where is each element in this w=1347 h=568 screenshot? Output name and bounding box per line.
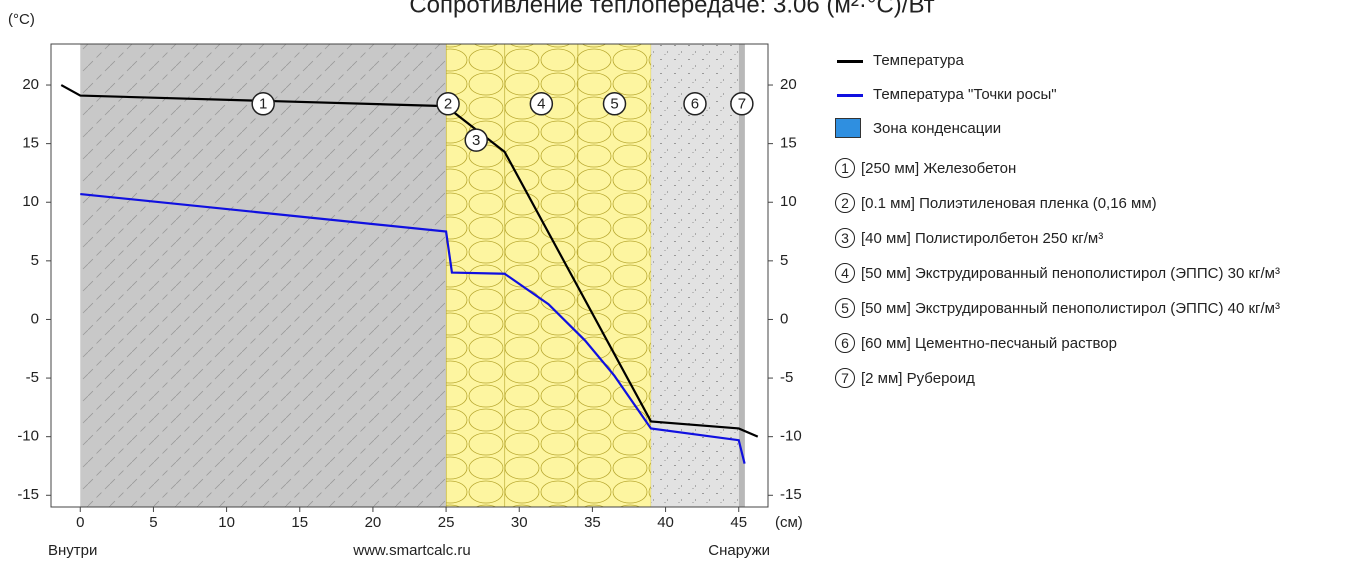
- inside-label: Внутри: [48, 542, 97, 559]
- legend-label: [50 мм] Экструдированный пенополистирол …: [861, 265, 1280, 282]
- legend-item: 4 [50 мм] Экструдированный пенополистирол…: [835, 263, 1335, 285]
- chart-title: Сопротивление теплопередаче: 3.06 (м²·°С…: [409, 0, 934, 18]
- legend-item: 1 [250 мм] Железобетон: [835, 158, 1335, 180]
- x-tick-label: 15: [291, 514, 308, 531]
- y-tick-label: 5: [31, 252, 39, 269]
- legend-label: [2 мм] Рубероид: [861, 370, 975, 387]
- legend-swatch: [835, 50, 865, 72]
- legend-label: [250 мм] Железобетон: [861, 160, 1017, 177]
- legend-number: 2: [835, 193, 855, 213]
- y2-tick-label: 5: [780, 252, 788, 269]
- legend-number: 1: [835, 158, 855, 178]
- layer-marker: [251, 92, 275, 116]
- layer-marker-label: 1: [259, 96, 267, 113]
- legend-number: 4: [835, 263, 855, 283]
- legend-swatch: [835, 84, 865, 106]
- legend: Температура Температура "Точки росы" Зона …: [835, 50, 1335, 403]
- layer-marker: [730, 92, 754, 116]
- y2-tick-label: 20: [780, 76, 797, 93]
- y-tick-label: -10: [17, 428, 39, 445]
- y2-tick-label: 10: [780, 193, 797, 210]
- y2-tick-label: 0: [780, 310, 788, 327]
- legend-label: [40 мм] Полистиролбетон 250 кг/м³: [861, 230, 1104, 247]
- legend-number: 7: [835, 368, 855, 388]
- legend-label: Температура: [873, 52, 964, 69]
- layer-marker-label: 6: [691, 96, 699, 113]
- legend-label: Температура "Точки росы": [873, 86, 1057, 103]
- legend-item: 6 [60 мм] Цементно-песчаный раствор: [835, 333, 1335, 355]
- x-tick-label: 25: [438, 514, 455, 531]
- layer-texture: [80, 44, 447, 507]
- layer-marker-label: 4: [537, 96, 545, 113]
- legend-item: 3 [40 мм] Полистиролбетон 250 кг/м³: [835, 228, 1335, 250]
- layer-marker: [683, 92, 707, 116]
- layer-texture: [577, 44, 652, 507]
- legend-item: Температура "Точки росы": [835, 84, 1335, 106]
- layer-marker-label: 3: [472, 132, 480, 149]
- legend-number: 3: [835, 228, 855, 248]
- y2-tick-label: -15: [780, 486, 802, 503]
- layer-marker-label: 2: [444, 96, 452, 113]
- legend-swatch: [835, 118, 861, 138]
- y-axis-label: (°C): [8, 11, 35, 28]
- layer-marker: [602, 92, 627, 116]
- layer-marker: [436, 92, 460, 116]
- legend-item: 2 [0.1 мм] Полиэтиленовая пленка (0,16 мм…: [835, 193, 1335, 215]
- site-label: www.smartcalc.ru: [352, 542, 471, 559]
- series-line: [80, 192, 746, 464]
- y-tick-label: 10: [22, 193, 39, 210]
- y-tick-label: 20: [22, 76, 39, 93]
- x-tick-label: 5: [149, 514, 157, 531]
- x-tick-label: 45: [730, 514, 747, 531]
- plot-frame: [50, 43, 769, 508]
- legend-number: 6: [835, 333, 855, 353]
- layer-texture: [446, 44, 505, 507]
- x-tick-label: 30: [511, 514, 528, 531]
- legend-label: [0.1 мм] Полиэтиленовая пленка (0,16 мм): [861, 195, 1157, 212]
- layer-marker-label: 5: [610, 96, 618, 113]
- layer-marker-label: 7: [738, 96, 746, 113]
- layer: [738, 44, 745, 507]
- y-tick-label: -5: [26, 369, 39, 386]
- y2-tick-label: -10: [780, 428, 802, 445]
- layer-texture: [504, 44, 578, 507]
- legend-item: Зона конденсации: [835, 118, 1335, 140]
- outside-label: Снаружи: [708, 542, 770, 559]
- x-axis-label: (см): [775, 514, 803, 531]
- x-tick-label: 35: [584, 514, 601, 531]
- layer-marker: [464, 128, 488, 152]
- legend-item: 5 [50 мм] Экструдированный пенополистирол…: [835, 298, 1335, 320]
- y-tick-label: 0: [31, 310, 39, 327]
- x-tick-label: 10: [218, 514, 235, 531]
- x-tick-label: 40: [657, 514, 674, 531]
- legend-label: [60 мм] Цементно-песчаный раствор: [861, 335, 1117, 352]
- layer-marker: [529, 92, 554, 116]
- y2-tick-label: -5: [780, 369, 793, 386]
- legend-number: 5: [835, 298, 855, 318]
- y-tick-label: 15: [22, 135, 39, 152]
- legend-item: 7 [2 мм] Рубероид: [835, 368, 1335, 390]
- legend-item: Температура: [835, 50, 1335, 72]
- x-tick-label: 20: [365, 514, 382, 531]
- x-tick-label: 0: [76, 514, 84, 531]
- legend-label: Зона конденсации: [873, 120, 1002, 137]
- y-tick-label: -15: [17, 486, 39, 503]
- y2-tick-label: 15: [780, 135, 797, 152]
- legend-label: [50 мм] Экструдированный пенополистирол …: [861, 300, 1280, 317]
